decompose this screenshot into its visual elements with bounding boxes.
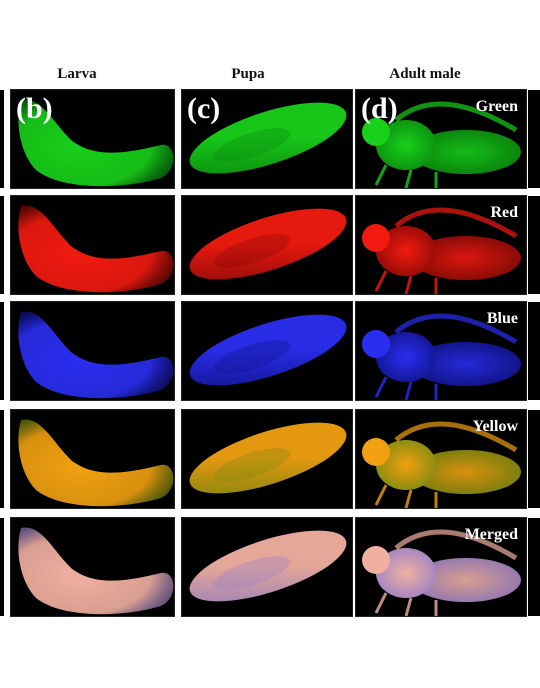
image-panel-larva-red [10,195,175,295]
specimen-fluorescence-image [189,314,347,386]
channel-label: Green [475,98,518,115]
specimen-fluorescence-image [189,422,347,494]
column-header-larva: Larva [57,66,97,82]
specimen-fluorescence-image [362,529,521,616]
specimen-fluorescence-image [18,527,174,615]
column-header-pupa: Pupa [231,66,265,82]
cropped-right-panel-edge [528,196,540,294]
cropped-right-panel-edge [528,410,540,508]
cropped-left-panel-edge [0,90,4,188]
specimen-fluorescence-image [18,419,174,507]
specimen-fluorescence-image [189,102,347,174]
image-panel-pupa-merged [181,517,353,617]
image-panel-larva-green: (b) [10,89,175,189]
channel-label: Merged [464,526,518,543]
panel-letter-label: (d) [361,92,398,125]
panel-letter-label: (b) [16,92,53,125]
channel-label: Red [490,204,518,221]
image-panel-pupa-green: (c) [181,89,353,189]
image-panel-adult-male-yellow: Yellow [355,409,527,509]
image-panel-adult-male-green: (d) Green [355,89,527,189]
specimen-fluorescence-image [362,421,521,508]
channel-label: Yellow [472,418,518,435]
specimen-fluorescence-image [18,99,174,187]
specimen-fluorescence-image [362,313,521,400]
cropped-right-panel-edge [528,90,540,188]
specimen-fluorescence-image [189,530,347,602]
cropped-left-panel-edge [0,410,4,508]
image-panel-larva-yellow [10,409,175,509]
cropped-right-panel-edge [528,518,540,616]
image-panel-pupa-yellow [181,409,353,509]
specimen-fluorescence-image [362,101,521,188]
specimen-fluorescence-image [18,311,174,399]
column-header-adult-male: Adult male [389,66,461,82]
image-panel-adult-male-blue: Blue [355,301,527,401]
image-panel-pupa-red [181,195,353,295]
specimen-fluorescence-image [189,208,347,280]
image-panel-pupa-blue [181,301,353,401]
cropped-right-panel-edge [528,302,540,400]
image-panel-larva-blue [10,301,175,401]
panel-letter-label: (c) [187,92,221,125]
image-panel-larva-merged [10,517,175,617]
image-panel-adult-male-merged: Merged [355,517,527,617]
cropped-left-panel-edge [0,302,4,400]
image-panel-adult-male-red: Red [355,195,527,295]
channel-label: Blue [486,310,518,327]
cropped-left-panel-edge [0,196,4,294]
specimen-fluorescence-image [362,207,521,294]
specimen-fluorescence-image [18,205,174,293]
cropped-left-panel-edge [0,518,4,616]
